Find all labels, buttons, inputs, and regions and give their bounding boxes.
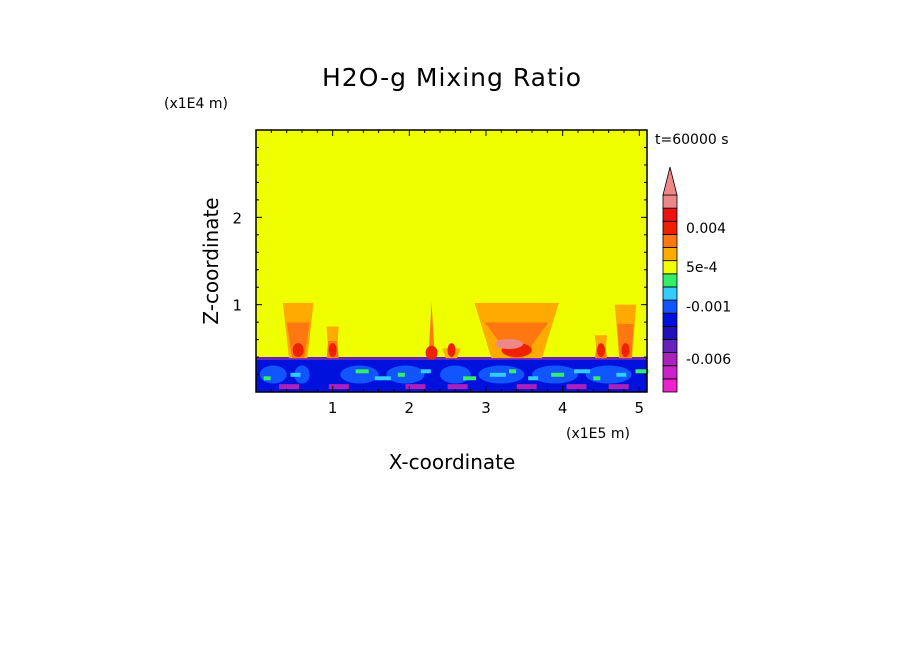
colorbar-label: -0.001	[686, 300, 731, 316]
bl-cyan-patch	[574, 369, 590, 373]
bl-cyan-patch	[291, 373, 301, 377]
bl-cyan-patch	[593, 376, 600, 380]
colorbar-cell	[663, 287, 677, 300]
bl-dark-patch	[567, 384, 587, 389]
bl-cyan-patch	[616, 373, 626, 377]
bl-dark-patch	[448, 384, 468, 389]
bl-cyan-patch	[463, 376, 476, 380]
colorbar-cell	[663, 300, 677, 313]
bl-cyan-patch	[509, 369, 516, 373]
plume-3-pink	[495, 339, 523, 349]
bl-dark-patch	[329, 384, 349, 389]
colorbar-label: 5e-4	[686, 260, 718, 276]
colorbar-label: 0.004	[686, 221, 726, 237]
x-tick-label: 2	[405, 399, 415, 417]
bl-dark-patch	[406, 384, 426, 389]
bl-dark-patch	[279, 384, 299, 389]
bl-cyan-patch	[398, 373, 405, 377]
colorbar-cell	[663, 208, 677, 221]
bl-cyan-patch	[421, 369, 431, 373]
bl-patch	[340, 366, 378, 384]
plume-1-base	[293, 343, 304, 357]
plume-spike-base	[426, 346, 438, 360]
heatmap-field	[256, 130, 649, 392]
colorbar-cell	[663, 379, 677, 392]
x-tick-label: 4	[558, 399, 568, 417]
colorbar-cell	[663, 274, 677, 287]
x-tick-label: 5	[635, 399, 645, 417]
colorbar-cell	[663, 195, 677, 208]
bl-cyan-patch	[264, 376, 271, 380]
bl-dark-patch	[517, 384, 537, 389]
x-tick-label: 1	[328, 399, 338, 417]
bl-dark-patch	[609, 384, 629, 389]
bl-cyan-patch	[375, 376, 391, 380]
chart-title: H2O-g Mixing Ratio	[322, 63, 582, 92]
colorbar-cell	[663, 234, 677, 247]
plume-5-base	[622, 343, 630, 357]
plume-6-base	[448, 343, 456, 357]
y-tick-label: 1	[232, 297, 242, 315]
colorbar-cell	[663, 261, 677, 274]
colorbar-cell	[663, 313, 677, 326]
x-axis-label: X-coordinate	[389, 450, 516, 474]
bl-cyan-patch	[356, 369, 369, 373]
time-label: t=60000 s	[655, 132, 729, 148]
bl-patch	[260, 366, 287, 384]
colorbar: -0.006 -0.001 5e-4 0.004	[663, 167, 731, 392]
colorbar-extend-arrow	[663, 167, 677, 195]
x-tick-label: 3	[481, 399, 491, 417]
plume-4-base	[597, 343, 605, 357]
bl-cyan-patch	[551, 373, 564, 377]
colorbar-cell	[663, 326, 677, 339]
y-unit-label: (x1E4 m)	[164, 96, 228, 112]
y-tick-label: 2	[232, 209, 242, 227]
colorbar-cell	[663, 221, 677, 234]
bl-cyan-patch	[528, 376, 538, 380]
bl-patch	[440, 366, 471, 384]
colorbar-cell	[663, 339, 677, 352]
colorbar-cell	[663, 248, 677, 261]
colorbar-cell	[663, 366, 677, 379]
bl-patch	[386, 366, 424, 384]
colorbar-label: -0.006	[686, 352, 731, 368]
colorbar-cell	[663, 353, 677, 366]
plume-2-base	[329, 343, 337, 357]
x-unit-label: (x1E5 m)	[566, 426, 630, 442]
y-axis-label: Z-coordinate	[199, 197, 223, 324]
bl-cyan-patch	[490, 373, 506, 377]
